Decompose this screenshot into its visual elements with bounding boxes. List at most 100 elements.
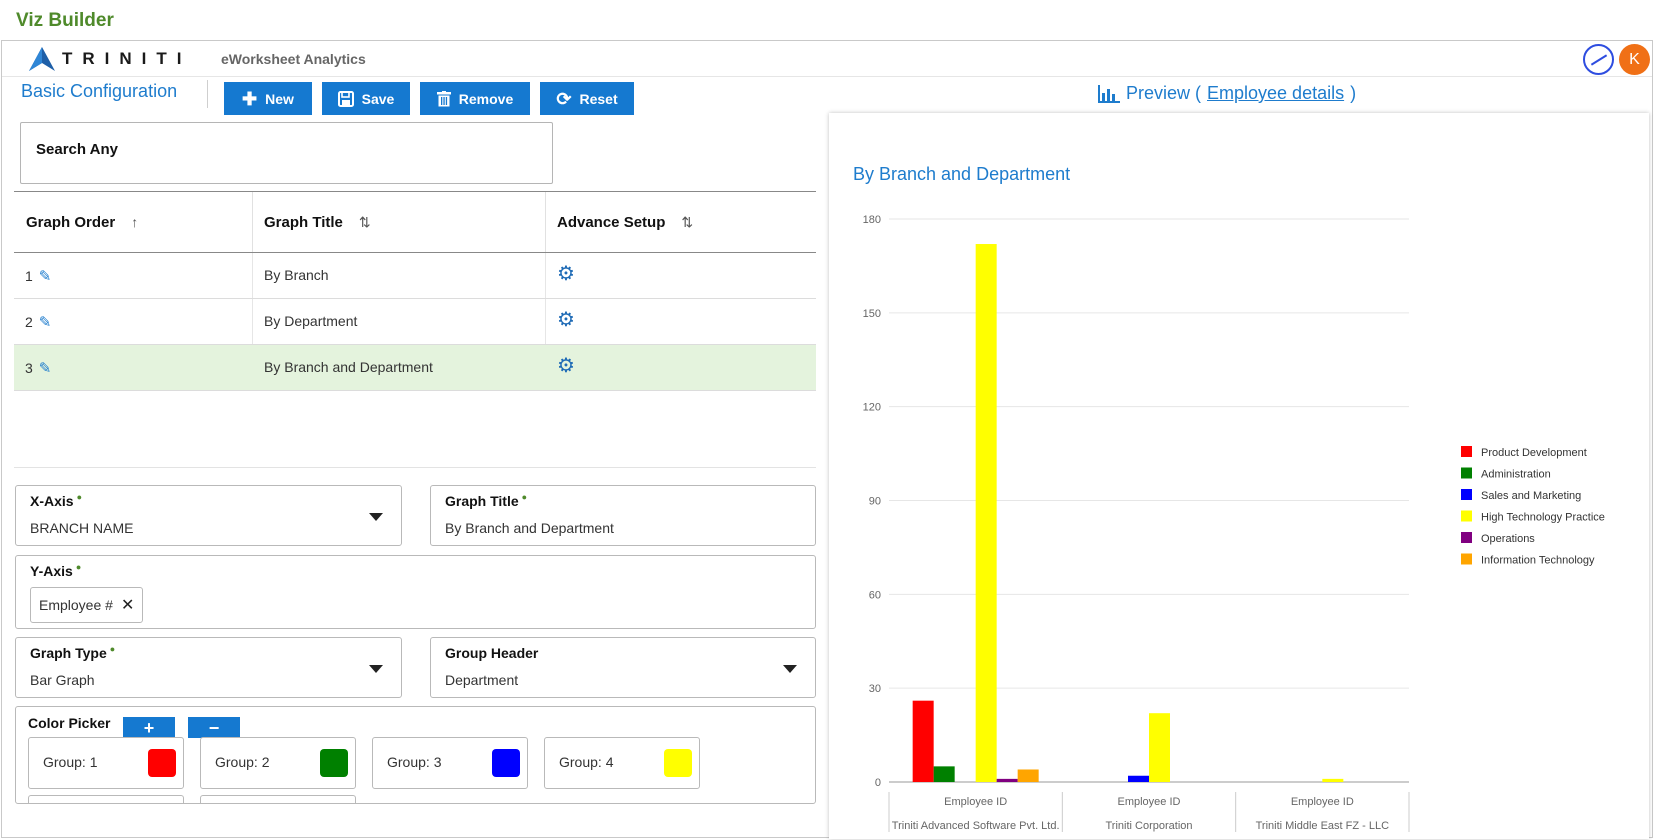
pencil-icon[interactable]: ✎	[38, 268, 52, 285]
sort-icon[interactable]: ⇅	[681, 213, 694, 230]
color-group[interactable]: Group: 2	[200, 737, 356, 789]
table-header: Graph Order ↑ Graph Title ⇅ Advance Setu…	[14, 191, 816, 253]
section-title: Basic Configuration	[21, 81, 178, 101]
color-group-label: Group: 4	[559, 754, 614, 770]
column-header-graph-title[interactable]: Graph Title ⇅	[252, 192, 371, 252]
bar-chart: By Branch and Department 0 30 60 90 120 150 180…	[853, 164, 1605, 832]
color-swatch[interactable]	[148, 749, 176, 777]
column-divider	[545, 192, 546, 252]
color-group[interactable]	[28, 795, 184, 803]
app-title: Viz Builder	[16, 10, 114, 31]
legend-swatch	[1461, 553, 1472, 565]
sort-icon[interactable]: ⇅	[358, 213, 371, 230]
y-axis-field[interactable]: Y-Axis ● Employee # ✕	[15, 555, 816, 629]
remove-color-button[interactable]: −	[188, 717, 240, 738]
legend-label: Sales and Marketing	[1481, 490, 1581, 502]
gear-icon[interactable]: ⚙	[557, 355, 575, 377]
x-axis-label: X-Axis ●	[30, 492, 83, 509]
chevron-down-icon[interactable]	[783, 665, 797, 673]
chevron-down-icon[interactable]	[369, 513, 383, 521]
user-avatar[interactable]: K	[1619, 44, 1650, 75]
chart-title: By Branch and Department	[853, 164, 1070, 184]
graph-table: Graph Order ↑ Graph Title ⇅ Advance Setu…	[14, 191, 816, 391]
pencil-icon[interactable]: ✎	[38, 314, 52, 331]
bar	[1017, 769, 1039, 782]
graph-title-field[interactable]: Graph Title ● By Branch and Department	[430, 485, 816, 546]
logo-mark-icon	[29, 47, 55, 71]
x-sub-label: Employee ID	[944, 796, 1007, 808]
table-row[interactable]: 1 ✎ By Branch ⚙	[14, 253, 816, 299]
color-swatch[interactable]	[320, 749, 348, 777]
bar	[1322, 778, 1344, 782]
color-swatch[interactable]	[664, 749, 692, 777]
save-button[interactable]: Save	[322, 82, 410, 115]
gear-icon[interactable]: ⚙	[557, 263, 575, 285]
triniti-logo[interactable]: TRINITI	[28, 45, 192, 73]
chip-label: Employee #	[39, 597, 113, 613]
column-divider	[545, 253, 546, 298]
legend-label: Administration	[1481, 469, 1551, 481]
bar-chart-icon	[1098, 84, 1120, 103]
y-tick-label: 30	[869, 683, 881, 695]
color-group[interactable]: Group: 4	[544, 737, 700, 789]
refresh-icon: ⟳	[556, 88, 572, 109]
add-color-button[interactable]: +	[123, 717, 175, 738]
row-title: By Branch	[264, 267, 329, 283]
pencil-icon[interactable]: ✎	[38, 360, 52, 377]
column-header-label: Graph Order	[26, 213, 116, 231]
y-tick-label: 90	[869, 496, 881, 508]
search-label: Search Any	[36, 141, 118, 158]
legend-swatch	[1461, 467, 1472, 479]
new-button[interactable]: ✚ New	[224, 82, 312, 115]
color-picker-panel: Color Picker + − Group: 1 Group: 2 Group…	[15, 706, 816, 804]
reset-button[interactable]: ⟳ Reset	[540, 82, 634, 115]
plus-icon: +	[143, 717, 155, 738]
group-header-label: Group Header	[445, 645, 539, 661]
preview-close-paren: )	[1350, 83, 1357, 103]
group-header-select[interactable]: Group Header Department	[430, 637, 816, 698]
minus-icon: −	[208, 717, 220, 738]
column-header-advance-setup[interactable]: Advance Setup ⇅	[545, 192, 693, 252]
table-row-selected[interactable]: 3 ✎ By Branch and Department ⚙	[14, 345, 816, 391]
preview-label: Preview (	[1126, 83, 1202, 103]
legend-label: High Technology Practice	[1481, 512, 1605, 524]
column-divider	[252, 299, 253, 344]
clock-icon[interactable]	[1583, 44, 1614, 75]
preview-dataset-link[interactable]: Employee details	[1207, 83, 1345, 103]
graph-type-select[interactable]: Graph Type ● Bar Graph	[15, 637, 402, 698]
y-axis-label: Y-Axis ●	[30, 562, 82, 579]
row-order: 2	[25, 314, 33, 330]
y-tick-label: 60	[869, 589, 881, 601]
legend-swatch	[1461, 532, 1472, 543]
legend-swatch	[1461, 489, 1472, 500]
y-axis-chip[interactable]: Employee # ✕	[30, 587, 144, 623]
x-axis-select[interactable]: X-Axis ● BRANCH NAME	[15, 485, 402, 546]
row-order: 1	[25, 268, 33, 284]
gear-icon[interactable]: ⚙	[557, 309, 575, 331]
chevron-down-icon[interactable]	[369, 665, 383, 673]
main-frame: TRINITI eWorksheet Analytics K Basic Con…	[1, 40, 1653, 839]
trash-icon	[436, 90, 451, 106]
x-sub-label: Employee ID	[1291, 796, 1354, 808]
sort-asc-icon[interactable]: ↑	[131, 214, 139, 230]
group-header-value: Department	[445, 672, 519, 688]
remove-button-label: Remove	[458, 90, 514, 107]
plus-icon: ✚	[242, 88, 258, 109]
close-icon[interactable]: ✕	[120, 597, 135, 614]
section-divider	[14, 467, 816, 468]
x-tick-label: Triniti Advanced Software Pvt. Ltd.	[892, 820, 1060, 832]
legend-swatch	[1461, 510, 1472, 522]
search-input[interactable]: Search Any	[20, 122, 553, 184]
column-header-graph-order[interactable]: Graph Order ↑	[14, 192, 138, 252]
column-header-label: Graph Title	[264, 213, 343, 231]
color-group[interactable]	[200, 795, 356, 803]
y-tick-label: 150	[863, 308, 881, 320]
color-swatch[interactable]	[492, 749, 520, 777]
x-tick-label: Triniti Corporation	[1105, 820, 1192, 832]
legend-label: Operations	[1481, 533, 1535, 545]
remove-button[interactable]: Remove	[420, 82, 530, 115]
color-group[interactable]: Group: 1	[28, 737, 184, 789]
color-group[interactable]: Group: 3	[372, 737, 528, 789]
legend-label: Product Development	[1481, 447, 1587, 459]
table-row[interactable]: 2 ✎ By Department ⚙	[14, 299, 816, 345]
